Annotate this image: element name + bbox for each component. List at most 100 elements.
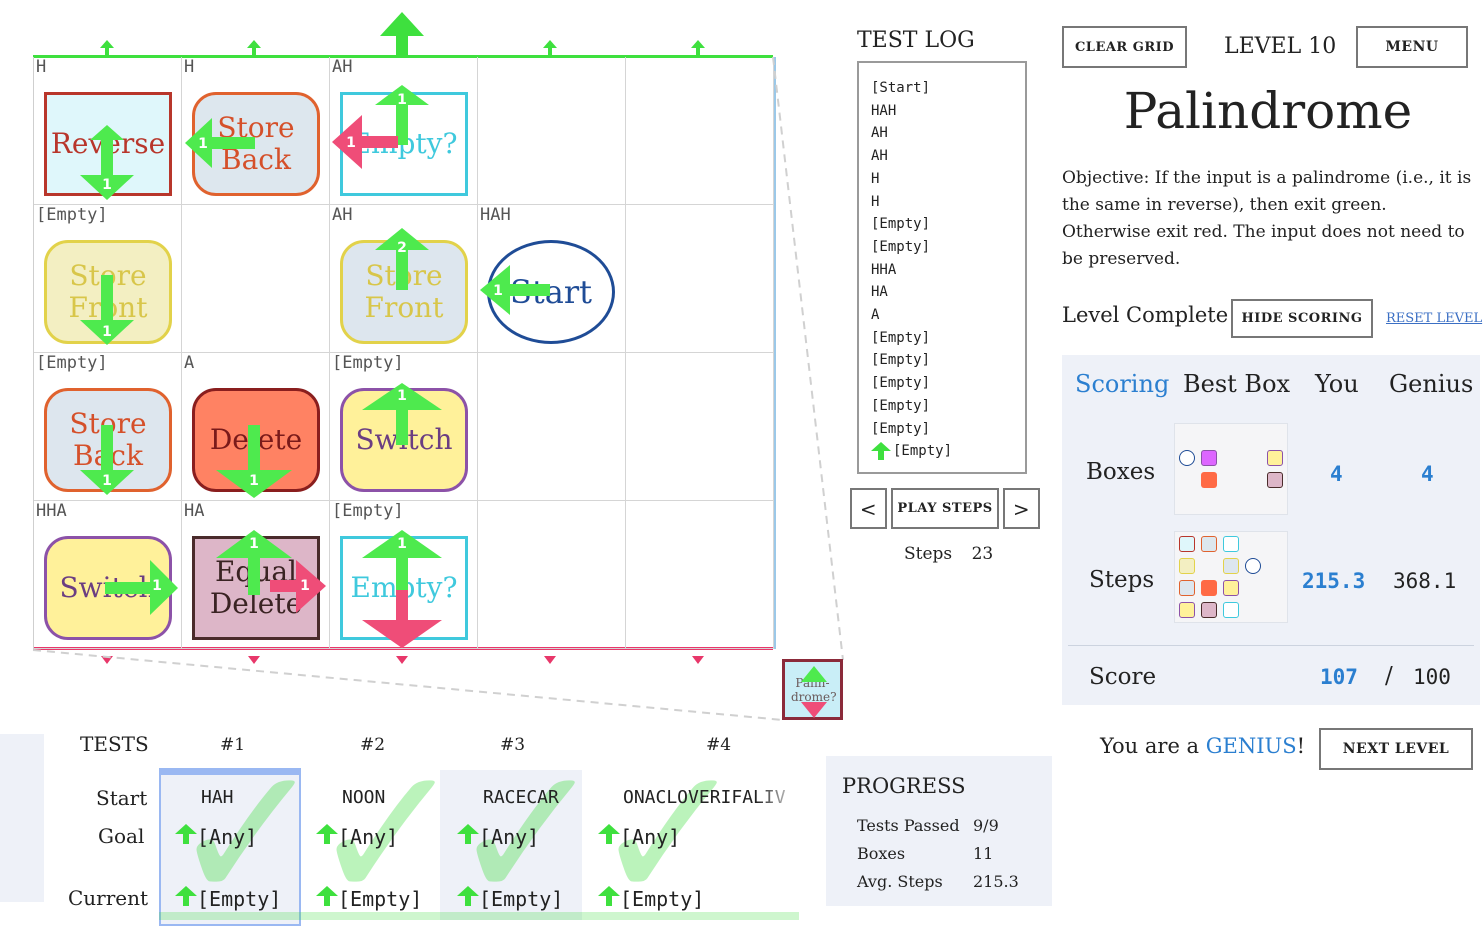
progress-boxes-label: Boxes xyxy=(857,844,906,863)
tests-scroll-left-panel[interactable] xyxy=(0,734,44,902)
grid-cell[interactable] xyxy=(478,57,626,205)
arrow-count: 1 xyxy=(346,135,356,151)
next-level-button[interactable]: NEXT LEVEL xyxy=(1319,728,1473,770)
log-entry: [Empty] xyxy=(871,375,931,392)
arrow-count: 1 xyxy=(102,324,112,340)
goal-connector-lines xyxy=(32,56,844,721)
score-you-value: 107 xyxy=(1320,665,1358,689)
grid-cell[interactable] xyxy=(626,501,774,649)
test-current-cell: [Empty] xyxy=(175,886,281,911)
log-entry-text: [Empty] xyxy=(893,443,953,460)
green-arrow-icon xyxy=(316,886,338,906)
arrow-down-icon xyxy=(80,320,134,345)
arrow-count: 1 xyxy=(152,578,162,594)
steps-genius-value: 368.1 xyxy=(1393,569,1457,593)
log-entry: HA xyxy=(871,284,888,301)
green-arrow-icon xyxy=(457,886,479,906)
grid-cell[interactable]: AH xyxy=(330,205,478,353)
switch-box[interactable]: Switch xyxy=(44,536,172,640)
reset-level-link[interactable]: RESET LEVEL xyxy=(1386,311,1483,326)
hide-scoring-button[interactable]: HIDE SCORING xyxy=(1231,299,1373,338)
cell-content-label: [Empty] xyxy=(332,353,404,373)
boxes-genius-value: 4 xyxy=(1421,462,1434,486)
step-back-button[interactable]: < xyxy=(850,488,887,529)
grid-cell[interactable] xyxy=(626,57,774,205)
grid-cell[interactable] xyxy=(478,501,626,649)
green-arrow-icon xyxy=(175,886,197,906)
grid-cell[interactable]: HAH xyxy=(478,205,626,353)
tests-title: TESTS xyxy=(80,732,149,756)
grid-cell[interactable]: A xyxy=(182,353,330,501)
test-current-value: [Empty] xyxy=(197,887,282,911)
arrow-count: 1 xyxy=(397,92,407,108)
arrow-down-icon xyxy=(80,470,134,495)
arrow-count: 1 xyxy=(249,473,259,489)
green-arrow-icon xyxy=(598,886,620,906)
arrow-up-icon xyxy=(362,530,442,558)
test-log-title: TEST LOG xyxy=(857,28,975,53)
log-entry: AH xyxy=(871,125,888,142)
test-number: #1 xyxy=(220,735,246,755)
log-entry: H xyxy=(871,193,880,210)
arrow-count: 1 xyxy=(493,283,503,299)
cell-content-label: AH xyxy=(332,205,353,225)
arrow-count: 1 xyxy=(300,578,310,594)
log-entry: [Empty] xyxy=(871,352,931,369)
play-steps-button[interactable]: PLAY STEPS xyxy=(891,488,999,529)
grid-cell[interactable]: [Empty] xyxy=(34,205,182,353)
score-divider xyxy=(1068,645,1474,646)
log-entry: HAH xyxy=(871,102,897,119)
arrow-count: 1 xyxy=(397,536,407,552)
grid-cell[interactable] xyxy=(626,205,774,353)
log-entry: [Empty] xyxy=(871,397,931,414)
cell-content-label: [Empty] xyxy=(332,501,404,521)
board-top-arrows xyxy=(100,12,705,55)
test-log-panel[interactable]: [Start] HAH AH AH H H [Empty] [Empty] HH… xyxy=(857,61,1027,474)
log-entry: [Empty] xyxy=(871,329,931,346)
grid-cell[interactable] xyxy=(478,353,626,501)
checkmark-icon: ✓ xyxy=(448,724,608,945)
level-title: Palindrome xyxy=(1123,82,1413,140)
best-boxes-thumbnail xyxy=(1174,423,1288,515)
genius-header: Genius xyxy=(1389,370,1474,398)
grid-cell[interactable]: [Empty] xyxy=(34,353,182,501)
checkmark-icon: ✓ xyxy=(168,724,328,945)
genius-suffix: ! xyxy=(1296,734,1306,758)
test-current-value: [Empty] xyxy=(479,887,564,911)
grid-cell[interactable]: H xyxy=(34,57,182,205)
grid-cell[interactable]: [Empty] xyxy=(330,353,478,501)
arrow-left-icon xyxy=(480,265,510,315)
arrow-left-icon xyxy=(185,118,212,168)
green-arrow-icon xyxy=(316,824,338,844)
step-forward-button[interactable]: > xyxy=(1003,488,1040,529)
arrow-count: 1 xyxy=(397,388,407,404)
log-entry-current: [Empty] xyxy=(871,440,1025,463)
arrow-up-icon xyxy=(216,530,292,558)
score-label: Score xyxy=(1089,664,1157,690)
test-column-selected[interactable] xyxy=(159,768,301,926)
grid-cell[interactable]: AH xyxy=(330,57,478,205)
grid-cell[interactable] xyxy=(182,205,330,353)
grid-cell[interactable]: HA xyxy=(182,501,330,649)
level-indicator: LEVEL 10 xyxy=(1224,34,1337,59)
scoring-panel: Scoring Best Box You Genius Boxes 4 4 St… xyxy=(1062,355,1480,705)
test-start-value: NOON xyxy=(342,787,386,808)
grid-cell[interactable]: [Empty] xyxy=(330,501,478,649)
goal-arrows-icon xyxy=(801,666,827,718)
cell-content-label: AH xyxy=(332,57,353,77)
test-start-value: ONACLOVERIFALIV xyxy=(623,787,786,808)
arrow-down-icon xyxy=(90,125,124,140)
genius-message: You are a GENIUS! xyxy=(1100,734,1305,758)
menu-button[interactable]: MENU xyxy=(1356,26,1468,68)
grid-cell[interactable]: H xyxy=(182,57,330,205)
clear-grid-button[interactable]: CLEAR GRID xyxy=(1062,26,1187,68)
grid-cell[interactable]: HHA xyxy=(34,501,182,649)
test-number: #3 xyxy=(500,735,526,755)
board-input-line xyxy=(33,55,773,58)
best-box-header: Best Box xyxy=(1183,370,1291,398)
score-max-value: 100 xyxy=(1413,665,1451,689)
arrow-count: 1 xyxy=(102,473,112,489)
grid-cell[interactable] xyxy=(626,353,774,501)
test-goal-value: [Any] xyxy=(197,825,258,849)
arrow-right-icon xyxy=(150,560,178,615)
